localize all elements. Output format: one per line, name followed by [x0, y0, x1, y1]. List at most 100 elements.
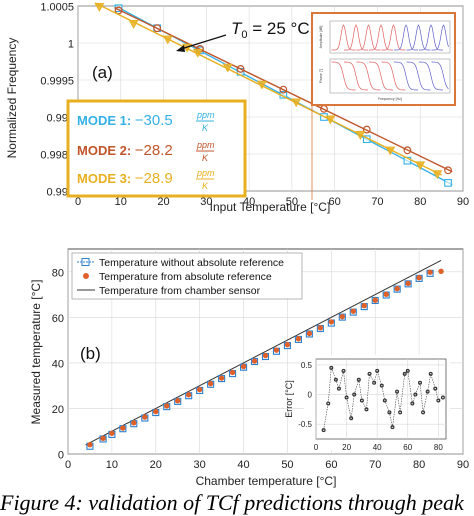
data-point-absolute-reference	[218, 375, 225, 381]
data-point-absolute-reference	[240, 363, 247, 370]
series-a	[94, 2, 453, 187]
legend-b-entry-1: Temperature without absolute reference	[77, 257, 284, 269]
data-point-absolute-reference	[109, 430, 115, 436]
t0-annotation: T0 = 25 °C	[231, 19, 310, 41]
inset-a-phase-curve	[431, 61, 449, 90]
data-point-absolute-reference	[394, 285, 400, 292]
x-tick-label: 40	[237, 459, 249, 471]
series-b	[85, 259, 444, 450]
y-tick-label: 0.9985	[40, 150, 74, 162]
inset-b-error-point	[421, 410, 426, 415]
data-point-absolute-reference	[328, 319, 335, 325]
data-point-absolute-reference	[317, 325, 324, 331]
fit-line-mode-2	[114, 7, 453, 173]
data-point-absolute-reference	[372, 297, 378, 303]
x-tick-label: 50	[281, 459, 293, 471]
x-tick-label: 60	[325, 459, 337, 471]
inset-b-error-point	[329, 365, 334, 370]
data-point-absolute-reference	[383, 291, 389, 298]
data-point-mode-3	[355, 131, 366, 140]
x-tick-label: 20	[342, 443, 351, 452]
x-tick-label: 70	[371, 196, 383, 208]
inset-b-error-line	[323, 367, 444, 431]
inset-b-frame	[315, 358, 447, 440]
inset-a-amplitude-curve	[419, 24, 443, 51]
y-tick-label: 60	[52, 313, 64, 325]
inset-b-error-point	[336, 386, 341, 391]
inset-b-error-point	[390, 425, 395, 430]
legend-b-entry-2: Temperature from absolute reference	[83, 271, 272, 283]
data-point-mode-2	[236, 64, 245, 73]
data-point-absolute-reference	[142, 414, 148, 420]
data-point-absolute-reference	[196, 386, 203, 393]
legend-b-entry-3: Temperature from chamber sensor	[77, 285, 261, 297]
x-tick-label: 0	[75, 196, 81, 208]
x-tick-label: 10	[106, 459, 118, 471]
panel-label-b: (b)	[80, 344, 101, 363]
legend-a-entry-3-text: MODE 3: −28.9	[77, 170, 173, 187]
inset-a-bottom-xlabel: Frequency [Hz]	[378, 97, 402, 101]
inset-b-error-point	[349, 416, 354, 421]
inset-a-amplitude-curve	[394, 24, 418, 51]
legend-a-entry-3-num: ppm	[196, 168, 215, 178]
data-point-absolute-reference	[185, 392, 192, 398]
inset-a-amplitude-curve	[356, 24, 381, 51]
data-point-mode-3	[192, 48, 203, 58]
inset-a-amplitude-curve	[369, 24, 393, 51]
inset-a-bottom-ylabel: Phase [°]	[319, 69, 323, 83]
inset-b-error-point	[398, 410, 403, 415]
x-tick-label: 80	[414, 196, 426, 208]
data-point-absolute-reference	[153, 408, 159, 415]
x-tick-label: 40	[243, 196, 255, 208]
inset-b-error-point	[364, 407, 369, 412]
data-point-absolute-reference	[339, 313, 346, 320]
inset-b-error-point	[375, 368, 380, 373]
data-point-absolute-reference	[306, 330, 313, 337]
data-point-absolute-reference	[350, 308, 356, 314]
y-tick-label: 1	[68, 39, 74, 51]
inset-b-error-point	[352, 392, 357, 397]
data-point-mode-3	[222, 63, 233, 73]
inset-a-top-curves	[331, 24, 449, 51]
t0-arrowhead	[176, 45, 185, 52]
inset-a-amplitude-curve	[431, 24, 449, 51]
inset-b-error-point	[356, 377, 361, 382]
inset-a-phase-curve	[419, 61, 443, 91]
inset-b-error-point	[379, 383, 384, 388]
data-point-mode-3	[325, 115, 336, 125]
chamber-sensor-line	[85, 259, 442, 446]
inset-a-phase-curve	[344, 61, 368, 91]
data-point-absolute-reference	[164, 403, 170, 409]
inset-a-phase-curve	[331, 61, 356, 91]
x-tick-label: 20	[157, 196, 169, 208]
y-tick-label: 0.5	[301, 361, 313, 370]
legend-a-entry-2: MODE 2: −28.2 ppm K	[77, 140, 215, 163]
inset-a: Amplitude [dB] Phase [°] Frequency [Hz]	[311, 12, 456, 106]
data-point-absolute-reference	[361, 303, 367, 309]
inset-b-error-point	[333, 377, 338, 382]
y-axis-label-a: Normalized Frequency	[5, 38, 19, 159]
inset-b-error-point	[321, 428, 326, 433]
legend-b-entry-2-label: Temperature from absolute reference	[99, 271, 272, 283]
inset-b-error-point	[359, 398, 364, 403]
inset-a-bottom-curves	[331, 61, 449, 91]
data-point-absolute-reference	[251, 358, 258, 364]
data-point-absolute-reference	[131, 420, 137, 426]
legend-a-entry-2-den: K	[202, 153, 209, 163]
inset-a-amplitude-curve	[406, 24, 431, 51]
x-tick-label: 80	[434, 443, 443, 452]
legend-a-entry-1-den: K	[202, 123, 209, 133]
x-tick-label: 40	[373, 443, 382, 452]
data-point-absolute-reference	[438, 268, 444, 275]
data-point-absolute-reference	[295, 336, 302, 342]
x-tick-label: 50	[286, 196, 298, 208]
legend-a: MODE 1: −30.5 ppm K MODE 2: −28.2 ppm K …	[66, 99, 247, 198]
inset-b-error-point	[382, 398, 387, 403]
x-tick-label: 70	[369, 459, 381, 471]
legend-a-entry-1-num: ppm	[196, 110, 215, 120]
x-axis-label-a: Input Temperature [°C]	[210, 200, 331, 214]
t0-arrow	[180, 34, 227, 50]
x-ticks-a: 0 10 20 30 40 50 60 70 80 90	[75, 196, 469, 208]
data-point-mode-2	[403, 146, 412, 155]
inset-b-error-point	[395, 389, 400, 394]
